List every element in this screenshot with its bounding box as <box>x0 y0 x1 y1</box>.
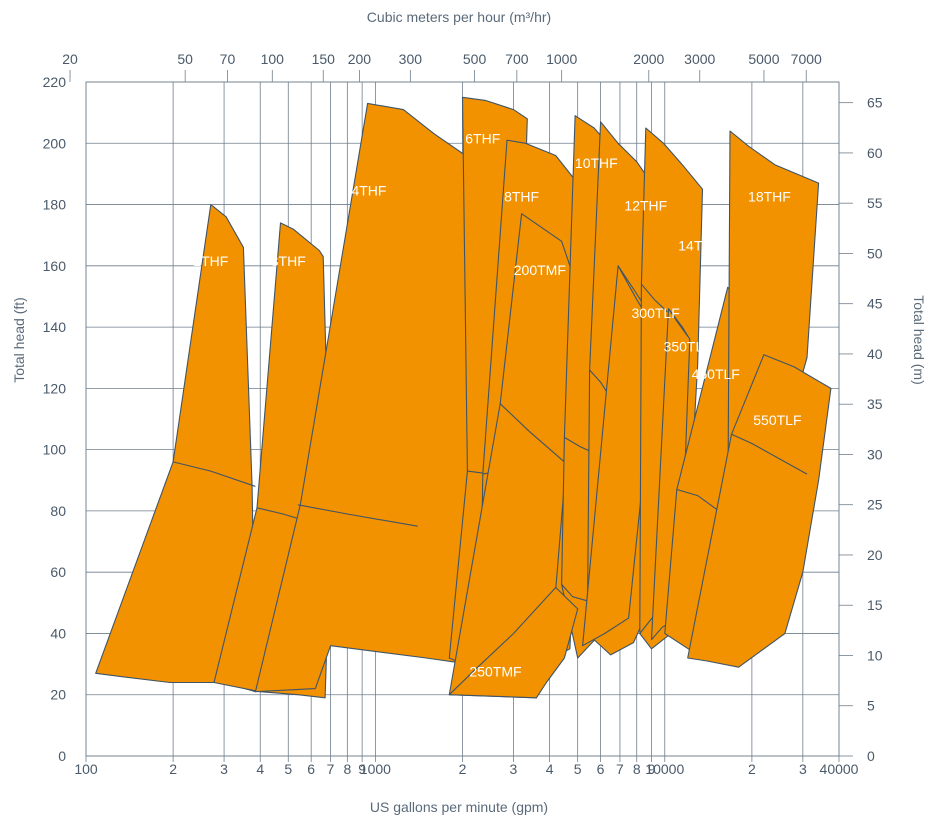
y-tick-label: 80 <box>50 503 66 519</box>
y-tick-label: 20 <box>50 687 66 703</box>
x-tick-label: 5 <box>574 761 582 777</box>
x-tick-label: 2 <box>459 761 467 777</box>
right-tick-label: 60 <box>867 145 883 161</box>
x-tick-label: 4 <box>546 761 554 777</box>
top-tick-label: 20 <box>62 51 78 67</box>
top-tick-label: 50 <box>177 51 193 67</box>
y-tick-label: 160 <box>43 258 67 274</box>
right-tick-label: 5 <box>867 698 875 714</box>
label-4thf: 4THF <box>351 182 386 198</box>
region-2thf <box>95 203 256 693</box>
y-tick-label: 40 <box>50 625 66 641</box>
x-tick-label: 100 <box>74 761 98 777</box>
label-3thf: 3THF <box>271 253 306 269</box>
x-tick-label: 40000 <box>820 761 859 777</box>
x-axis-title: US gallons per minute (gpm) <box>370 799 548 815</box>
y-tick-label: 200 <box>43 135 67 151</box>
x-tick-label: 3 <box>220 761 228 777</box>
label-450tlf: 450TLF <box>692 366 740 382</box>
right-tick-label: 20 <box>867 547 883 563</box>
x-tick-label: 7 <box>616 761 624 777</box>
right-tick-label: 55 <box>867 195 883 211</box>
right-tick-label: 65 <box>867 95 883 111</box>
right-tick-label: 35 <box>867 396 883 412</box>
region-divider-200tmf <box>499 403 565 463</box>
top-tick-label: 3000 <box>684 51 715 67</box>
right-tick-label: 15 <box>867 597 883 613</box>
top-tick-label: 700 <box>505 51 529 67</box>
y-tick-label: 60 <box>50 564 66 580</box>
label-layer: 2THF 3THF 4THF 6THF 8THF 200TMF 10THF 12THF 300T… <box>193 130 801 679</box>
x-tick-label: 6 <box>307 761 315 777</box>
x-tick-label: 10000 <box>645 761 684 777</box>
region-550tlf <box>687 354 832 668</box>
label-14thf: 14THF <box>678 238 721 254</box>
x-tick-label: 9 <box>358 761 366 777</box>
right-axis-title: Total head (m) <box>911 295 927 384</box>
top-tick-label: 200 <box>348 51 372 67</box>
label-350tlf: 350TLF <box>664 339 712 355</box>
x-tick-label: 3 <box>799 761 807 777</box>
x-tick-label: 8 <box>633 761 641 777</box>
right-tick-label: 50 <box>867 245 883 261</box>
right-tick-label: 0 <box>867 748 875 764</box>
top-tick-label: 5000 <box>748 51 779 67</box>
top-tick-label: 500 <box>463 51 487 67</box>
x-tick-label: 4 <box>256 761 264 777</box>
label-300tlf: 300TLF <box>632 305 680 321</box>
label-550tlf: 550TLF <box>753 412 801 428</box>
right-tick-label: 40 <box>867 346 883 362</box>
region-divider-350tlf <box>668 308 689 337</box>
label-6thf: 6THF <box>465 130 500 146</box>
region-divider-2thf <box>172 461 256 487</box>
right-tick-label: 45 <box>867 296 883 312</box>
region-divider-4thf <box>297 504 418 527</box>
right-tick-label: 30 <box>867 446 883 462</box>
top-tick-label: 70 <box>220 51 236 67</box>
x-tick-label: 6 <box>597 761 605 777</box>
x-tick-label: 2 <box>748 761 756 777</box>
top-tick-label: 300 <box>399 51 423 67</box>
y-tick-label: 180 <box>43 197 67 213</box>
region-divider-550tlf <box>731 433 808 475</box>
x-tick-label: 5 <box>284 761 292 777</box>
label-10thf: 10THF <box>575 155 618 171</box>
x-tick-label: 3 <box>510 761 518 777</box>
region-layer <box>95 96 832 699</box>
y-tick-label: 220 <box>43 74 67 90</box>
top-tick-label: 1000 <box>546 51 577 67</box>
x-tick-label: 7 <box>327 761 335 777</box>
label-2thf: 2THF <box>193 253 228 269</box>
region-250tmf <box>448 586 579 699</box>
y-axis-title: Total head (ft) <box>11 297 27 383</box>
x-tick-label: 9 <box>648 761 656 777</box>
top-tick-label: 2000 <box>633 51 664 67</box>
label-18thf: 18THF <box>748 188 791 204</box>
right-tick-label: 10 <box>867 647 883 663</box>
top-tick-label: 100 <box>261 51 285 67</box>
y-tick-label: 120 <box>43 380 67 396</box>
top-axis-title: Cubic meters per hour (m³/hr) <box>367 9 551 25</box>
y-tick-label: 100 <box>43 442 67 458</box>
right-tick-label: 25 <box>867 497 883 513</box>
x-tick-label: 8 <box>343 761 351 777</box>
y-tick-label: 140 <box>43 319 67 335</box>
label-8thf: 8THF <box>504 188 539 204</box>
top-tick-label: 150 <box>312 51 336 67</box>
x-tick-label: 1000 <box>360 761 391 777</box>
top-tick-label: 7000 <box>791 51 822 67</box>
region-divider-14thf <box>640 283 668 313</box>
label-250tmf: 250TMF <box>469 663 521 679</box>
label-12thf: 12THF <box>624 198 667 214</box>
x-tick-label: 2 <box>169 761 177 777</box>
y-tick-label: 0 <box>58 748 66 764</box>
label-200tmf: 200TMF <box>514 262 566 278</box>
region-divider-300tlf <box>617 265 645 306</box>
